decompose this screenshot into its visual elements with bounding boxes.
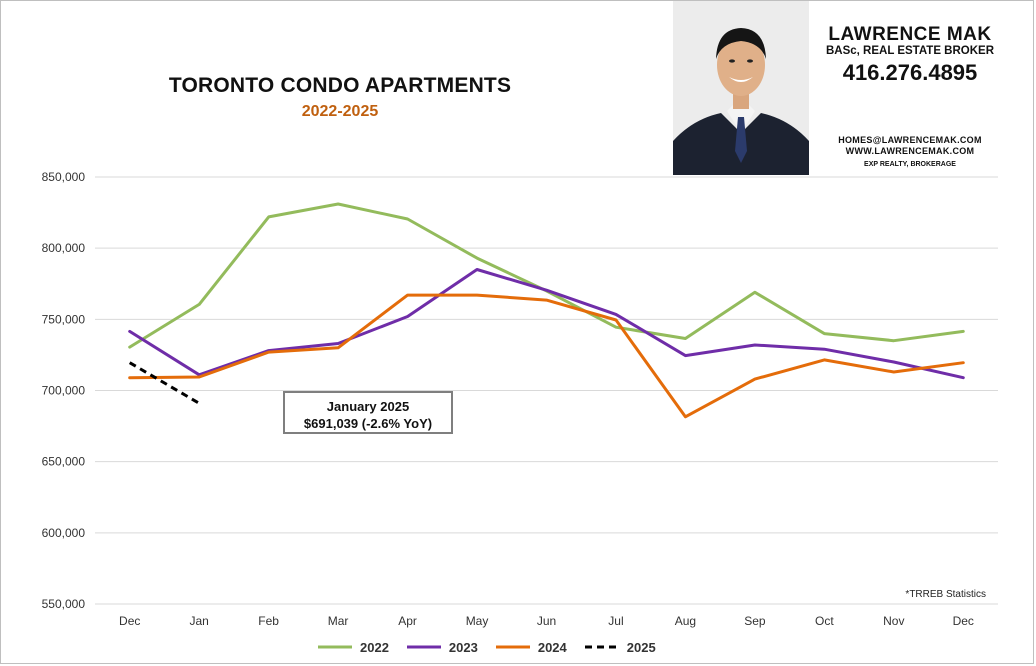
chart-subtitle: 2022-2025 <box>301 103 379 120</box>
legend-label: 2025 <box>626 639 656 655</box>
x-tick-label: May <box>466 614 489 628</box>
x-tick-label: Sep <box>744 614 766 628</box>
legend-item-2025: 2025 <box>583 640 656 655</box>
x-tick-label: Feb <box>258 614 279 628</box>
broker-brokerage: EXP REALTY, BROKERAGE <box>864 161 956 168</box>
legend-swatch <box>406 645 441 649</box>
chart-title: TORONTO CONDO APARTMENTS <box>168 74 512 97</box>
legend-item-2022: 2022 <box>316 640 389 655</box>
legend-label: 2023 <box>448 639 478 655</box>
x-tick-label: Aug <box>675 614 696 628</box>
y-tick-label: 800,000 <box>42 241 86 255</box>
january-2025-callout: January 2025 $691,039 (-2.6% YoY) <box>283 391 453 434</box>
legend-swatch <box>584 645 619 649</box>
broker-phone: 416.276.4895 <box>842 60 978 85</box>
broker-name: LAWRENCE MAK <box>828 24 992 45</box>
x-axis-ticks: Dec Jan Feb Mar Apr May Jun Jul Aug Sep Oct Nov Dec <box>119 614 974 628</box>
series-line-2025 <box>128 361 200 405</box>
series-lines <box>128 202 965 419</box>
broker-title: BASc, REAL ESTATE BROKER <box>825 45 995 57</box>
y-tick-label: 850,000 <box>42 170 86 184</box>
x-tick-label: Jul <box>608 614 623 628</box>
legend-swatch <box>318 645 352 649</box>
y-tick-label: 700,000 <box>42 384 86 398</box>
gridlines <box>95 176 998 605</box>
broker-website: WWW.LAWRENCEMAK.COM <box>845 146 975 156</box>
x-tick-label: Jan <box>190 614 209 628</box>
callout-line-2: $691,039 (-2.6% YoY) <box>303 416 433 431</box>
series-line-2022 <box>128 202 965 349</box>
chart-legend: 2022 2023 2024 2025 <box>316 637 672 657</box>
y-tick-label: 650,000 <box>42 455 86 469</box>
x-tick-label: Oct <box>815 614 834 628</box>
x-tick-label: Dec <box>119 614 140 628</box>
legend-item-2024: 2024 <box>494 640 567 655</box>
broker-portrait-image <box>673 1 809 175</box>
broker-photo <box>673 1 809 175</box>
legend-label: 2022 <box>360 639 389 655</box>
y-tick-label: 600,000 <box>42 526 86 540</box>
y-tick-label: 750,000 <box>42 312 86 326</box>
x-tick-label: Mar <box>328 614 349 628</box>
series-line-2024 <box>128 293 965 419</box>
y-tick-label: 550,000 <box>42 597 86 611</box>
broker-email: HOMES@LAWRENCEMAK.COM <box>838 135 982 145</box>
source-note: *TRREB Statistics <box>905 589 986 600</box>
x-tick-label: Apr <box>398 614 417 628</box>
x-tick-label: Dec <box>953 614 974 628</box>
legend-label: 2024 <box>537 639 567 655</box>
legend-item-2023: 2023 <box>405 640 478 655</box>
x-tick-label: Nov <box>883 614 904 628</box>
legend-swatch <box>495 645 530 649</box>
callout-line-1: January 2025 <box>326 399 410 414</box>
x-tick-label: Jun <box>537 614 556 628</box>
y-axis-ticks: 550,000 600,000 650,000 700,000 750,000 800,0… <box>42 170 86 611</box>
